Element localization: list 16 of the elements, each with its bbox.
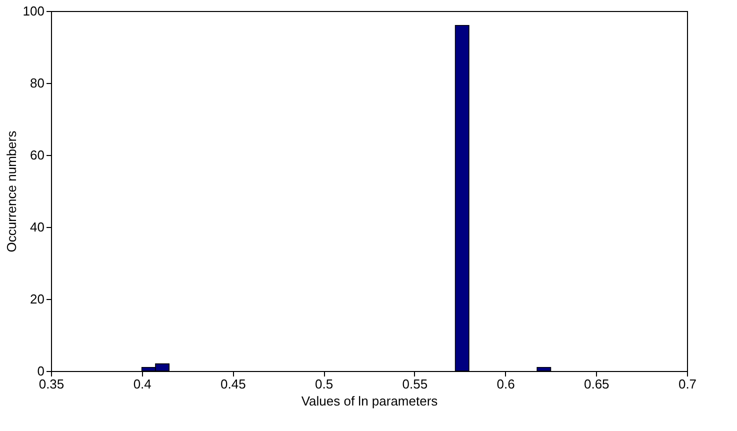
x-tick-label: 0.35 <box>38 376 64 392</box>
x-tick-label: 0.45 <box>220 376 246 392</box>
y-tick-label: 0 <box>37 364 44 378</box>
x-axis-title: Values of ln parameters <box>301 394 438 408</box>
y-tick-label: 20 <box>30 292 44 306</box>
y-tick-label: 60 <box>30 148 44 162</box>
y-axis-title: Occurrence numbers <box>4 130 19 252</box>
x-tick-label: 0.7 <box>678 376 697 392</box>
y-tick-label: 100 <box>22 4 44 18</box>
x-tick-label: 0.55 <box>402 376 428 392</box>
y-tick-label: 80 <box>30 76 44 90</box>
y-tick-label: 40 <box>30 220 44 234</box>
x-tick-label: 0.6 <box>496 376 515 392</box>
x-tick-label: 0.4 <box>133 376 152 392</box>
x-tick-label: 0.65 <box>584 376 610 392</box>
x-tick-label: 0.5 <box>315 376 334 392</box>
